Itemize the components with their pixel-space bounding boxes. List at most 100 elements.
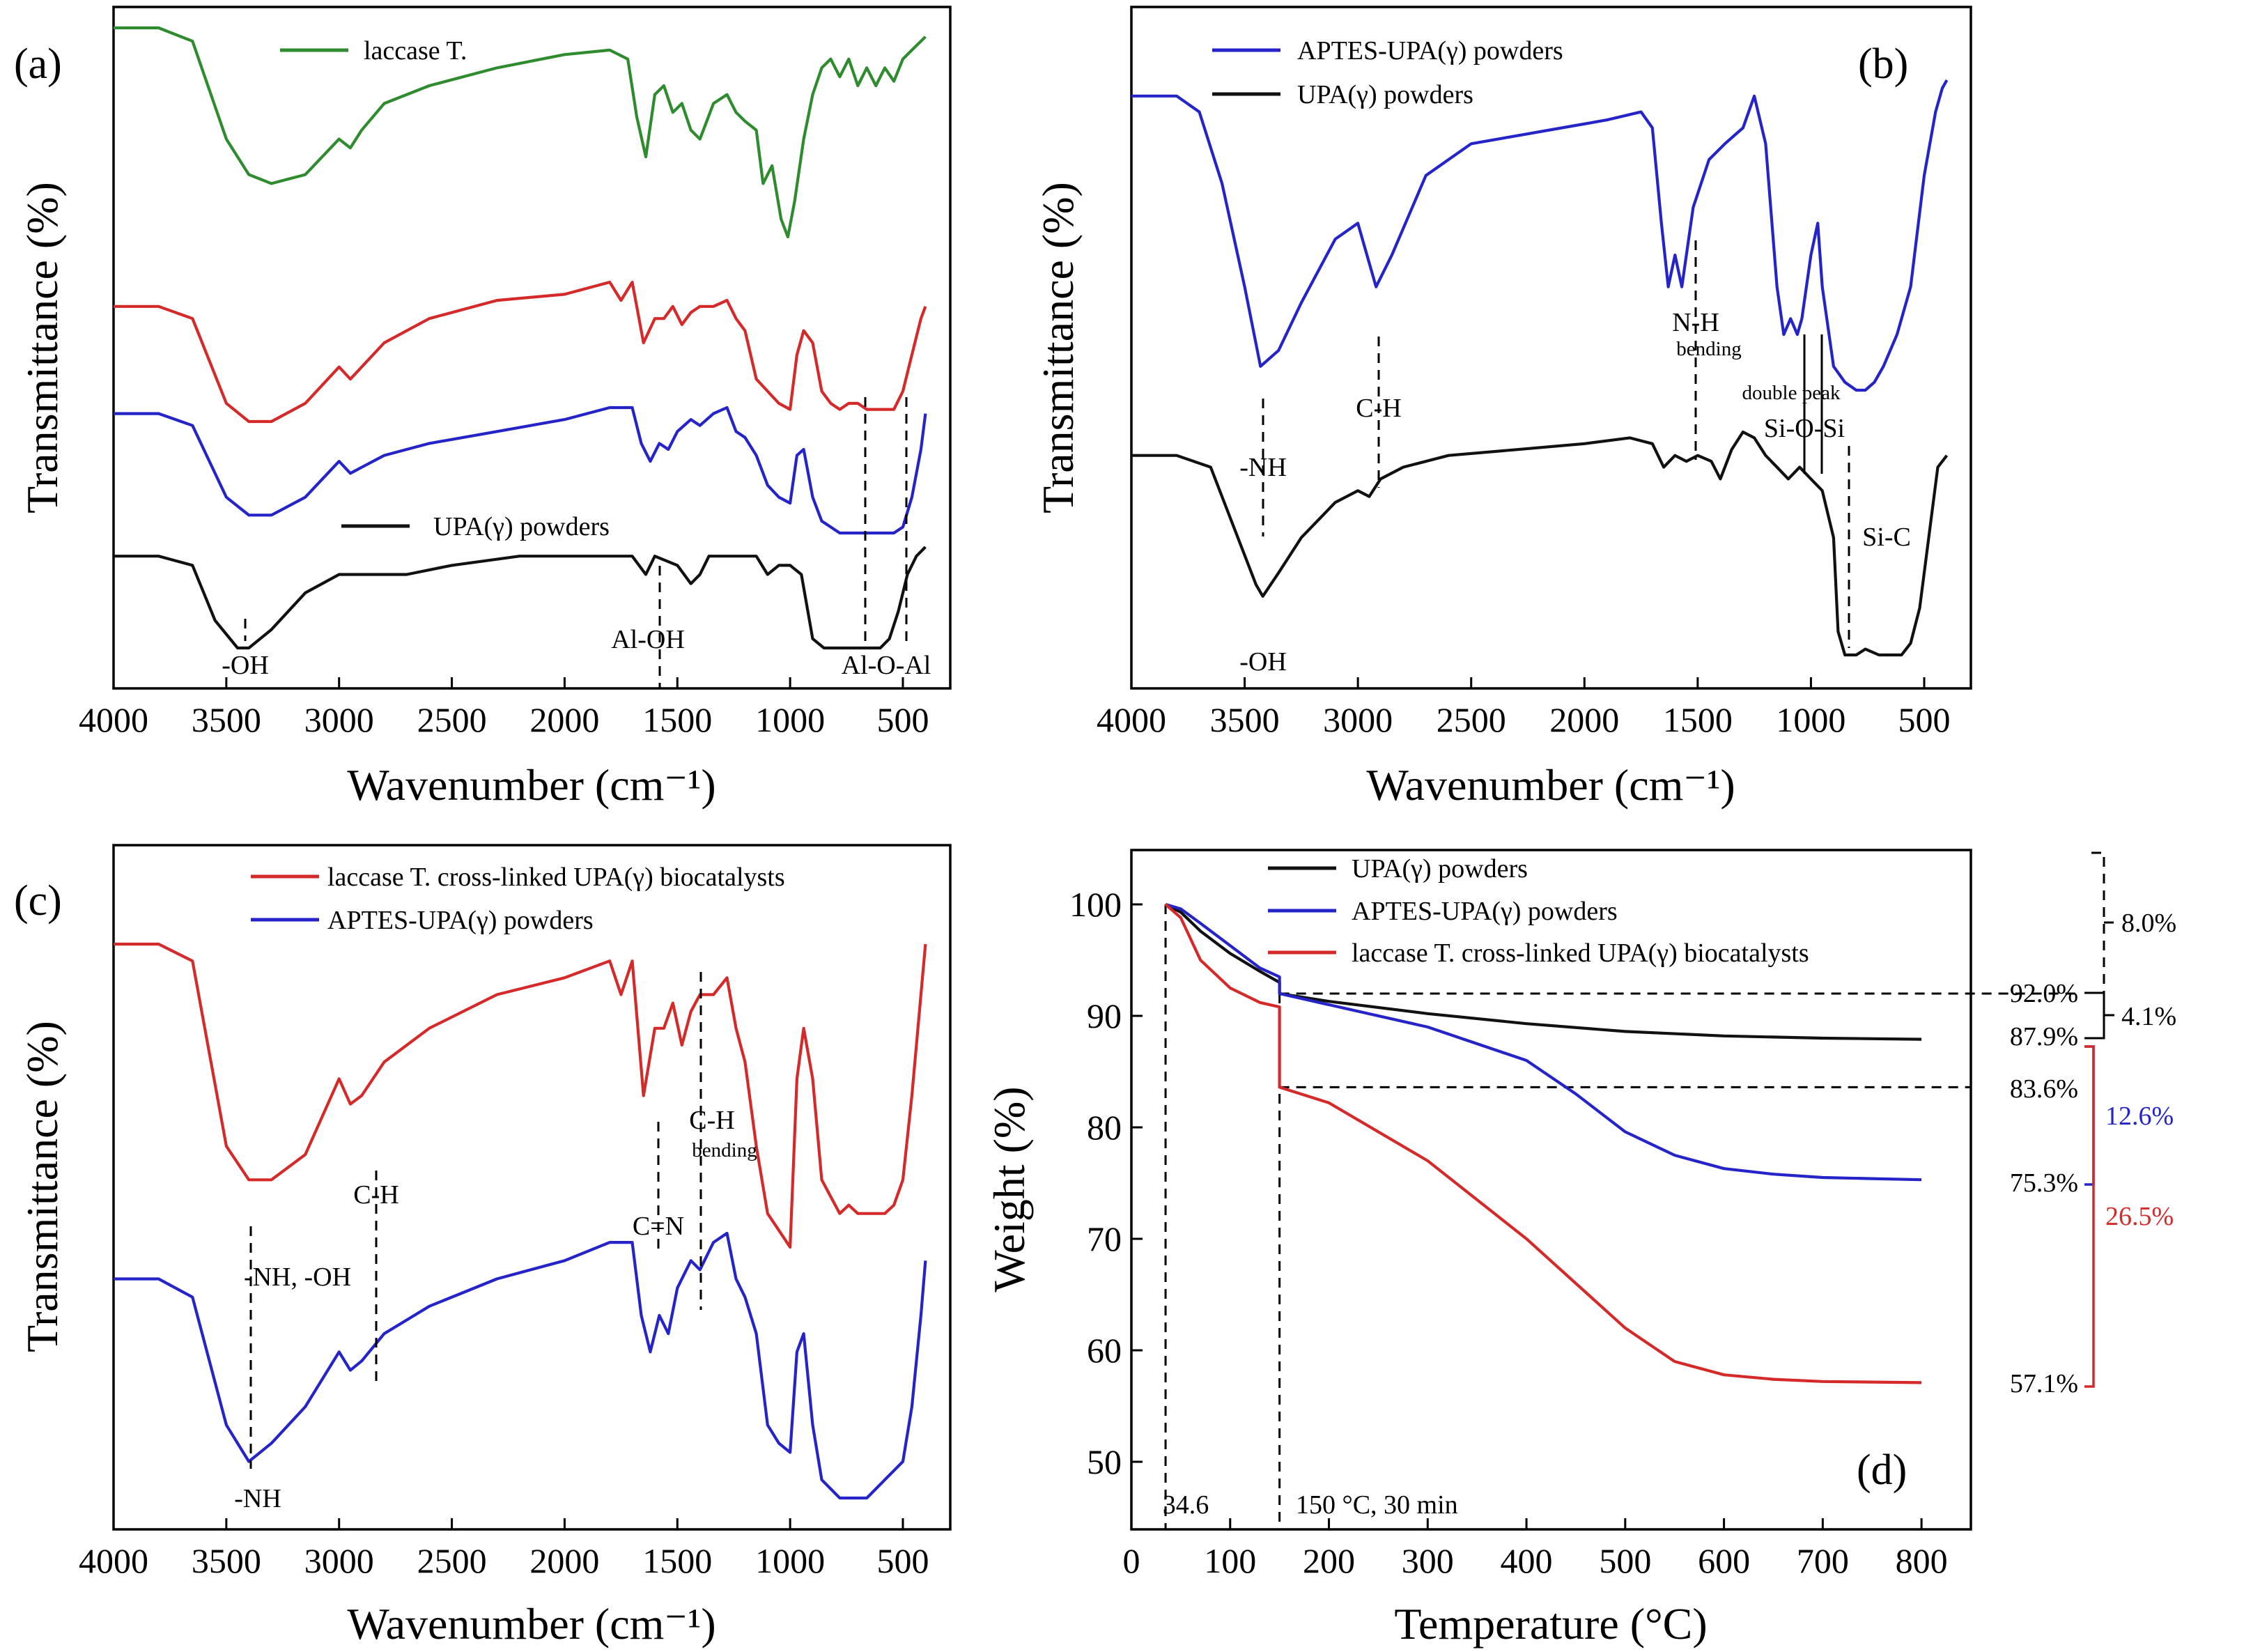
panel-b-xtick-label-3000: 3000 xyxy=(1323,700,1393,739)
panel-c-xtick-label-2500: 2500 xyxy=(417,1541,487,1580)
panel-c-spectra xyxy=(114,942,927,1500)
ann-b-nh-bend: N-H xyxy=(1672,308,1719,337)
ann-a-aloal: Al-O-Al xyxy=(842,651,931,680)
legend-a-label-1: UPA(γ) powders xyxy=(433,512,610,541)
panel-a-xtick-label-1000: 1000 xyxy=(755,700,825,739)
legend-d-label-0: UPA(γ) powders xyxy=(1352,854,1528,883)
panel-a-xtick-label-3000: 3000 xyxy=(304,700,374,739)
panel-d-ylabel: Weight (%) xyxy=(984,1086,1034,1292)
ann-c-nhoh: -NH, -OH xyxy=(244,1263,351,1292)
panel-c-xlabel: Wavenumber (cm⁻¹) xyxy=(347,1599,715,1649)
panel-c-xtick-label-2000: 2000 xyxy=(529,1541,599,1580)
panel-c-xtick-label-1500: 1500 xyxy=(642,1541,712,1580)
panel-b-xtick-label-4000: 4000 xyxy=(1097,700,1166,739)
panel-b-letter: (b) xyxy=(1858,40,1908,88)
ann-c-ch: C-H xyxy=(353,1180,398,1210)
panel-b-xticks: 4000 3500 3000 2500 2000 1500 1000 500 xyxy=(1097,677,1951,739)
panel-c-xtick-label-3500: 3500 xyxy=(192,1541,261,1580)
panel-a-xlabel: Wavenumber (cm⁻¹) xyxy=(347,760,715,810)
panel-a-xtick-label-2000: 2000 xyxy=(529,700,599,739)
legend-b-label-0: APTES-UPA(γ) powders xyxy=(1297,36,1563,65)
ann-a-oh: -OH xyxy=(222,651,269,680)
legend-c-label-0: laccase T. cross-linked UPA(γ) biocataly… xyxy=(327,863,785,892)
right-label-92: 92.0% xyxy=(2010,979,2078,1008)
panel-d-xtick-label-0: 0 xyxy=(1123,1541,1140,1580)
panel-c: (c) Transmittance (%) Wavenumber (cm⁻¹) … xyxy=(14,844,952,1649)
panel-c-xtick-label-4000: 4000 xyxy=(79,1541,148,1580)
panel-b-ylabel: Transmittance (%) xyxy=(1033,182,1083,514)
panel-d-xtick-label-500: 500 xyxy=(1599,1541,1651,1580)
ann-d-start-temp: 34.6 xyxy=(1163,1490,1209,1520)
panel-b-xtick-label-3500: 3500 xyxy=(1210,700,1280,739)
panel-c-frame xyxy=(112,844,952,1531)
ann-b-double-peak: double peak xyxy=(1742,382,1841,404)
panel-b-spectrum-blue xyxy=(1131,79,1949,392)
ann-c-ch-bend: C-H xyxy=(689,1106,734,1135)
bracket-12-6 xyxy=(2084,1045,2095,1186)
legend-b-label-1: UPA(γ) powders xyxy=(1297,80,1473,109)
panel-d-xtick-label-100: 100 xyxy=(1204,1541,1256,1580)
panel-a-xtick-label-1500: 1500 xyxy=(642,700,712,739)
panel-d-curve-red xyxy=(1164,903,1922,1384)
panel-a: (a) Transmittance (%) Wavenumber (cm⁻¹) … xyxy=(14,6,952,810)
panel-c-letter: (c) xyxy=(14,877,62,925)
panel-b-spectrum-black xyxy=(1131,430,1949,657)
bracket-26-5 xyxy=(2084,1045,2095,1388)
ann-b-ch: C-H xyxy=(1356,394,1401,423)
panel-c-spectrum-blue xyxy=(114,1231,927,1500)
panel-b-xtick-label-2000: 2000 xyxy=(1549,700,1619,739)
panel-b-xtick-label-2500: 2500 xyxy=(1437,700,1506,739)
panel-d-xtick-label-600: 600 xyxy=(1698,1541,1750,1580)
panel-d-xtick-label-300: 300 xyxy=(1402,1541,1454,1580)
panel-c-ylabel: Transmittance (%) xyxy=(17,1021,67,1352)
panel-c-xtick-label-1000: 1000 xyxy=(755,1541,825,1580)
panel-b-xtick-label-500: 500 xyxy=(1898,700,1951,739)
panel-a-xtick-label-4000: 4000 xyxy=(79,700,148,739)
panel-a-letter: (a) xyxy=(14,40,62,88)
panel-a-spectrum-red xyxy=(114,280,927,424)
panel-b-xtick-label-1500: 1500 xyxy=(1663,700,1733,739)
panel-d-letter: (d) xyxy=(1857,1446,1907,1494)
ann-b-sic: Si-C xyxy=(1862,523,1911,552)
right-label-83-6: 83.6% xyxy=(2010,1074,2078,1104)
panel-d-frame xyxy=(1130,849,1972,1531)
legend-d-label-1: APTES-UPA(γ) powders xyxy=(1352,897,1618,926)
panel-d-xtick-label-800: 800 xyxy=(1896,1541,1948,1580)
panel-d-ytick-label-60: 60 xyxy=(1087,1331,1122,1370)
panel-c-xticks: 4000 3500 3000 2500 2000 1500 1000 500 xyxy=(79,1518,929,1580)
panel-a-ylabel: Transmittance (%) xyxy=(17,182,67,514)
panel-d-ytick-label-50: 50 xyxy=(1087,1442,1122,1481)
panel-c-xtick-label-3000: 3000 xyxy=(304,1541,374,1580)
ann-b-oh: -OH xyxy=(1239,647,1287,677)
panel-c-spectrum-red xyxy=(114,942,927,1249)
panel-b-frame xyxy=(1130,6,1972,690)
panel-d-ticks: 0 100 200 300 400 500 600 700 800 50 60 70 80 90 100 xyxy=(1069,885,1948,1580)
panel-b: (b) Transmittance (%) Wavenumber (cm⁻¹) … xyxy=(1033,6,1972,810)
panel-a-spectra xyxy=(114,26,927,650)
ann-a-aloh: Al-OH xyxy=(611,625,685,654)
bracket-4-1 xyxy=(2084,991,2114,1040)
ann-c-bending: bending xyxy=(692,1139,757,1161)
panel-b-xtick-label-1000: 1000 xyxy=(1776,700,1845,739)
panel-a-frame xyxy=(112,6,952,690)
panel-d-xlabel: Temperature (°C) xyxy=(1394,1599,1707,1649)
panel-d-ytick-label-80: 80 xyxy=(1087,1108,1122,1147)
panel-a-xtick-label-500: 500 xyxy=(877,700,929,739)
legend-d-label-2: laccase T. cross-linked UPA(γ) biocataly… xyxy=(1352,939,1809,968)
panel-a-xticks: 4000 3500 3000 2500 2000 1500 1000 500 xyxy=(79,677,929,739)
panel-d-xtick-label-700: 700 xyxy=(1797,1541,1849,1580)
panel-a-spectrum-black xyxy=(114,546,927,650)
panel-a-spectrum-blue xyxy=(114,406,927,535)
panel-d-xtick-label-200: 200 xyxy=(1303,1541,1355,1580)
bracket-12-6-label: 12.6% xyxy=(2105,1102,2174,1131)
ann-b-siosi: Si-O-Si xyxy=(1764,414,1845,443)
ann-c-cn: C=N xyxy=(633,1212,684,1241)
panel-a-spectrum-green xyxy=(114,26,927,239)
bracket-8-0-label: 8.0% xyxy=(2121,909,2176,938)
legend-a-label-0: laccase T. xyxy=(364,36,467,65)
right-label-87-9: 87.9% xyxy=(2010,1022,2078,1051)
ann-c-nh: -NH xyxy=(234,1484,281,1513)
panel-d-ytick-label-100: 100 xyxy=(1069,885,1122,924)
panel-d-ytick-label-70: 70 xyxy=(1087,1219,1122,1258)
